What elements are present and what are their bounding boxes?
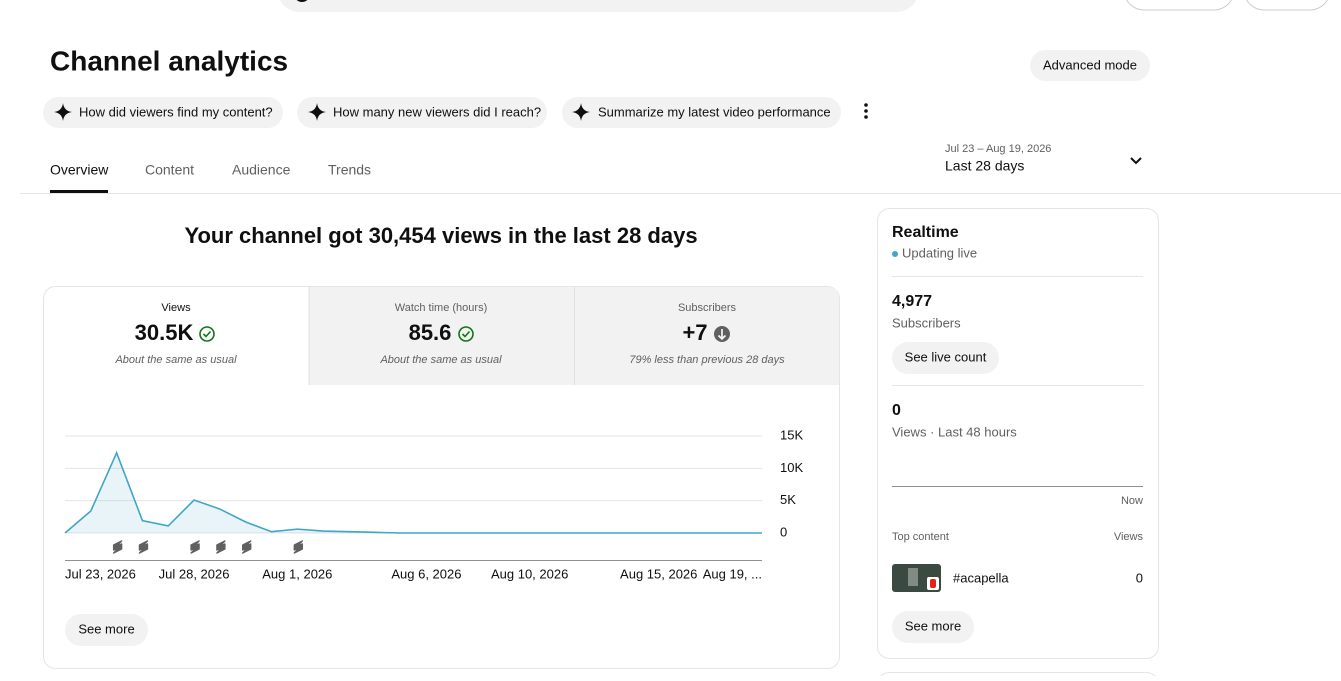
shorts-marker [112,540,123,554]
shorts-marker [293,540,304,554]
metric-value: 30.5K [135,320,194,345]
create-button[interactable] [1124,0,1234,11]
metric-label: Watch time (hours) [395,302,488,314]
button-bg [892,611,974,643]
search-icon [296,0,308,2]
x-tick-label: Aug 19, ... [703,566,762,581]
metric-note: About the same as usual [114,354,237,366]
tab[interactable]: Audience [232,162,291,178]
metric-tab[interactable]: Views 30.5K About the same as usual [114,302,237,366]
chevron [1130,157,1142,165]
next-card [877,672,1159,681]
headline: Your channel got 30,454 views in the las… [184,223,697,248]
views-count: 0 [892,402,901,419]
x-tick-label: Jul 28, 2026 [159,566,230,581]
account-button[interactable] [1244,0,1330,11]
dot [864,103,868,107]
check-mark [202,330,212,338]
shorts-marker [216,540,226,554]
views-chart: 0 5K 10K 15K Jul 23, 2026 Jul 28, 2026 Aug 1, … [64,427,803,581]
y-tick-label: 10K [780,460,803,475]
chip-bg [43,97,283,128]
button-bg [65,614,148,646]
top-content-label: Top content [892,531,949,543]
search-bar[interactable] [278,0,918,12]
button-label: See live count [905,349,987,364]
y-tick-label: 15K [780,427,803,442]
x-tick-label: Jul 23, 2026 [65,566,136,581]
page-title: Channel analytics [50,45,288,76]
button-label: Advanced mode [1043,57,1137,72]
chip-label: How many new viewers did I reach? [333,104,541,119]
shorts-badge-icon [930,579,936,588]
metric-note: About the same as usual [379,354,502,366]
dot [864,109,868,113]
realtime-card [877,208,1159,659]
more-menu[interactable] [864,103,868,119]
y-tick-label: 0 [780,524,787,539]
sparkle-icon [308,103,326,121]
realtime-status: Updating live [902,245,977,260]
button-bg [892,342,999,374]
tab[interactable]: Overview [50,162,109,178]
date-range-picker[interactable]: Jul 23 – Aug 19, 2026 Last 28 days [945,143,1142,174]
sparkle-icon [54,103,72,121]
subscriber-label: Subscribers [892,315,961,330]
see-more-button[interactable]: See more [65,614,148,646]
down-arrow [717,329,727,341]
views-header: Views [1114,531,1144,543]
see-live-count-button[interactable]: See live count [892,342,999,374]
button-label: See more [905,618,961,633]
item-views: 0 [1136,570,1143,585]
suggestion-chip[interactable]: How many new viewers did I reach? [297,97,547,128]
metric-tab[interactable]: Subscribers +7 79% less than previous 28… [629,302,785,366]
tab[interactable]: Content [145,162,194,178]
tab[interactable]: Trends [328,162,371,178]
suggestion-chip[interactable]: Summarize my latest video performance [562,97,841,128]
realtime-see-more-button[interactable]: See more [892,611,974,643]
metric-label: Views [161,302,191,314]
chip-label: How did viewers find my content? [79,104,273,119]
chip-label: Summarize my latest video performance [598,104,831,119]
metric-note: 79% less than previous 28 days [629,354,785,366]
now-label: Now [1121,495,1143,507]
realtime-title: Realtime [892,224,959,241]
area [65,452,762,533]
live-dot [892,251,898,257]
x-tick-label: Aug 1, 2026 [262,566,332,581]
check-icon [199,326,215,342]
check-icon [458,326,474,342]
shorts-marker [190,540,200,554]
chip-bg [297,97,547,128]
metric-tab[interactable]: Watch time (hours) 85.6 About the same a… [379,302,502,366]
metric-value: 85.6 [409,320,452,345]
y-tick-label: 5K [780,492,796,507]
shorts-marker [242,540,252,554]
top-content-item[interactable]: #acapella 0 [892,564,1143,592]
x-tick-label: Aug 15, 2026 [620,566,697,581]
dot [864,115,868,119]
sparkle-icon [572,103,590,121]
shorts-marker [138,540,149,554]
metric-label: Subscribers [678,302,737,314]
item-title: #acapella [953,570,1009,585]
thumbnail-figure [908,568,918,586]
x-tick-label: Aug 10, 2026 [491,566,568,581]
chip-bg [562,97,841,128]
line [64,450,762,534]
button-bg [1030,50,1150,81]
suggestion-chip[interactable]: How did viewers find my content? [43,97,283,128]
button-label: See more [78,621,134,636]
subscriber-count: 4,977 [892,293,932,310]
advanced-mode-button[interactable]: Advanced mode [1030,50,1150,81]
views-label: Views · Last 48 hours [892,424,1017,439]
x-tick-label: Aug 6, 2026 [391,566,461,581]
metric-value: +7 [682,320,707,345]
date-range-label: Last 28 days [945,158,1024,174]
tab-underline [50,190,108,193]
date-range-dates: Jul 23 – Aug 19, 2026 [945,143,1051,155]
check-mark [461,330,471,338]
